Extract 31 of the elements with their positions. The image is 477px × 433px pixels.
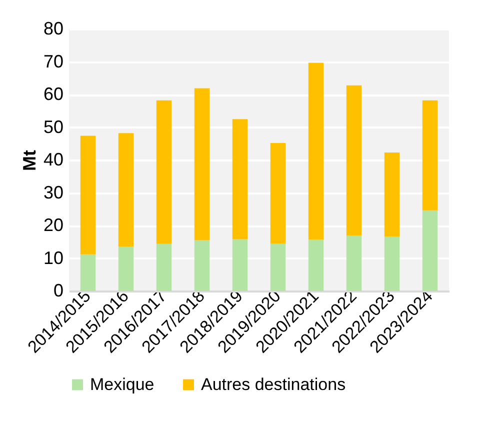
bar — [118, 133, 134, 247]
bar — [422, 210, 438, 291]
bar — [118, 246, 134, 291]
legend-label: Mexique — [90, 374, 154, 394]
y-axis-title: Mt — [19, 150, 40, 171]
y-tick-label: 30 — [43, 182, 64, 202]
y-tick-label: 40 — [43, 150, 64, 170]
bar — [80, 136, 96, 254]
bar — [346, 236, 362, 291]
y-tick-label: 50 — [43, 116, 64, 137]
bar — [194, 88, 210, 240]
y-tick-label: 20 — [43, 215, 64, 235]
bar — [270, 142, 286, 244]
bar — [384, 236, 400, 291]
bar — [156, 100, 172, 244]
bar — [308, 240, 324, 291]
bar — [194, 240, 210, 291]
y-tick-label: 60 — [43, 84, 64, 104]
bar — [156, 244, 172, 291]
y-tick-label: 70 — [43, 51, 64, 72]
bar — [232, 239, 248, 291]
y-tick-label: 80 — [43, 18, 64, 38]
y-tick-label: 10 — [43, 248, 64, 268]
bar — [346, 85, 362, 236]
bar — [308, 62, 324, 240]
bar — [270, 244, 286, 291]
bar — [384, 152, 400, 237]
bar — [422, 100, 438, 210]
bar — [232, 119, 248, 240]
bar — [80, 254, 96, 291]
legend-label: Autres destinations — [201, 374, 346, 394]
